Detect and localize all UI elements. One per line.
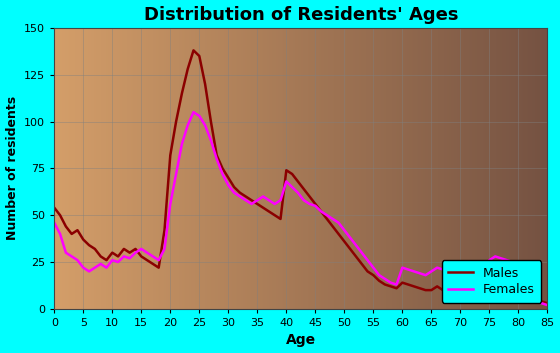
Legend: Males, Females: Males, Females bbox=[442, 261, 541, 303]
Females bbox=[51, 221, 58, 225]
Y-axis label: Number of residents: Number of residents bbox=[6, 96, 18, 240]
Males bbox=[295, 179, 301, 184]
Males bbox=[63, 224, 69, 228]
Females bbox=[74, 258, 81, 262]
Males bbox=[434, 284, 441, 288]
Line: Females: Females bbox=[54, 112, 547, 305]
Males bbox=[190, 48, 197, 53]
Females bbox=[434, 265, 441, 270]
Females bbox=[63, 251, 69, 255]
Males bbox=[103, 258, 110, 262]
Females bbox=[295, 191, 301, 195]
Line: Males: Males bbox=[54, 50, 547, 303]
Males bbox=[74, 228, 81, 232]
Title: Distribution of Residents' Ages: Distribution of Residents' Ages bbox=[143, 6, 458, 24]
Females bbox=[474, 269, 481, 274]
Males bbox=[544, 301, 550, 305]
Males bbox=[51, 205, 58, 210]
Males bbox=[474, 288, 481, 292]
Females bbox=[103, 265, 110, 270]
Females bbox=[544, 303, 550, 307]
Females bbox=[190, 110, 197, 114]
X-axis label: Age: Age bbox=[286, 334, 316, 347]
